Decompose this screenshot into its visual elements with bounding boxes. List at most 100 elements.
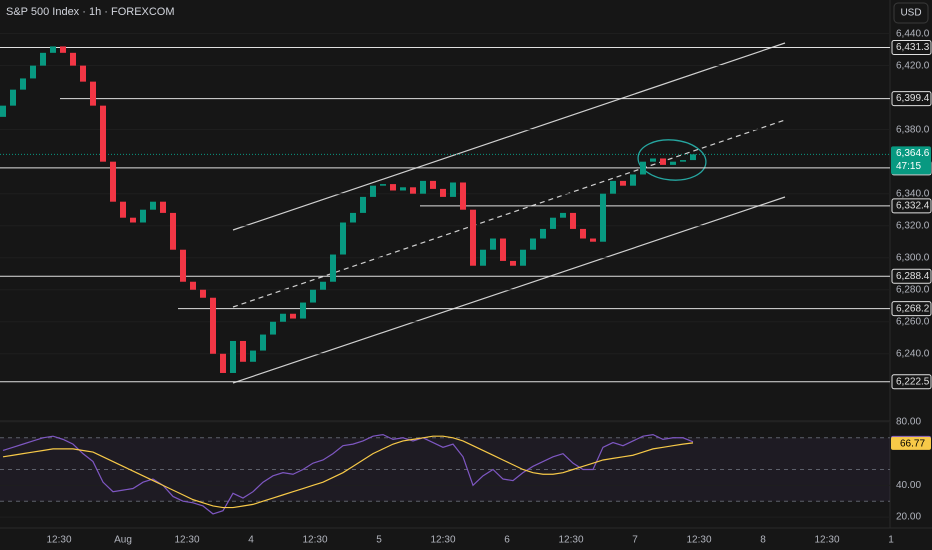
candle-body [480,249,486,266]
level-label: 6,288.4 [896,271,930,282]
candle-body [280,313,286,322]
candle-body [340,222,346,255]
candle-body [370,185,376,197]
candle-body [590,238,596,242]
candle-body [620,180,626,186]
level-label: 6,399.4 [896,93,930,104]
rsi-line [2,433,694,515]
candle-body [410,187,416,194]
level-badge [891,374,932,390]
x-tick-label: 1 [888,535,894,546]
candle-body [20,78,26,90]
level-badge [891,198,932,214]
candle-body [350,212,356,223]
highlight-ellipse [637,139,707,181]
x-tick-label: 5 [376,535,382,546]
candle-body [270,321,276,335]
candle-body [50,46,56,53]
candle-body [140,209,146,223]
y-tick-label: 6,320.0 [896,220,930,231]
candle-body [690,154,696,161]
candle-body [310,289,316,303]
candle-body [670,161,676,165]
candle-body [240,340,246,362]
candle-body [520,249,526,266]
candle-body [210,297,216,354]
x-tick-label: 6 [504,535,510,546]
candle-body [540,228,546,239]
candle-body [130,217,136,223]
candle-body [320,281,326,290]
rsi-band-bg [0,437,890,502]
candle-body [100,105,106,162]
chart-title: S&P 500 Index · 1h · FOREXCOM [6,6,175,18]
candle-body [300,302,306,319]
level-label: 6,431.3 [896,42,930,53]
rsi-ma-line [2,435,694,509]
level-label: 6,332.4 [896,200,930,211]
candle-body [390,184,396,191]
y-tick-label: 6,420.0 [896,60,930,71]
candle-body [220,353,226,373]
channel-upper [232,42,786,231]
candle-body [170,212,176,250]
candle-body [600,193,606,242]
candle-body [450,182,456,197]
candle-body [610,180,616,194]
candle-body [180,249,186,282]
y-tick-label: 6,260.0 [896,316,930,327]
candle-body [630,174,636,186]
x-tick-label: 12:30 [558,535,583,546]
x-tick-label: Aug [114,535,132,546]
candle-body [70,52,76,66]
candle-body [120,201,126,218]
candle-body [570,212,576,229]
last-price-label: 6,364.6 [896,148,930,159]
candle-body [330,254,336,282]
level-badge [891,40,932,56]
y-tick-label: 6,300.0 [896,252,930,263]
candle-body [260,334,266,351]
candle-body [470,209,476,266]
rsi-badge [891,436,931,450]
channel-mid [232,119,786,308]
countdown: 47:15 [896,161,921,172]
x-tick-label: 12:30 [686,535,711,546]
level-badge [891,301,932,317]
candle-body [0,105,6,117]
x-tick-label: 8 [760,535,766,546]
y-tick-label: 6,440.0 [896,28,930,39]
candle-body [660,158,666,165]
candle-body [460,182,466,210]
y-tick-label: 6,340.0 [896,188,930,199]
candle-body [510,260,516,266]
candle-body [640,161,646,175]
y-tick-label: 6,240.0 [896,348,930,359]
x-tick-label: 12:30 [302,535,327,546]
rsi-tick-label: 40.00 [896,480,921,491]
currency-button[interactable] [893,2,929,24]
rsi-tick-label: 80.00 [896,417,921,428]
currency-label[interactable]: USD [900,8,921,19]
candle-body [500,238,506,261]
rsi-tick-label: 20.00 [896,512,921,523]
candle-body [490,238,496,250]
candle-body [250,350,256,362]
candle-body [440,188,446,197]
candle-body [150,201,156,210]
level-badge [891,268,932,284]
candle-body [650,158,656,162]
candle-body [680,160,686,162]
y-tick-label: 6,280.0 [896,284,930,295]
x-tick-label: 12:30 [46,535,71,546]
candle-body [190,281,196,290]
x-tick-label: 12:30 [174,535,199,546]
candle-body [430,180,436,189]
candle-body [90,81,96,106]
level-badge [891,91,932,107]
y-tick-label: 6,380.0 [896,124,930,135]
candle-body [550,217,556,229]
